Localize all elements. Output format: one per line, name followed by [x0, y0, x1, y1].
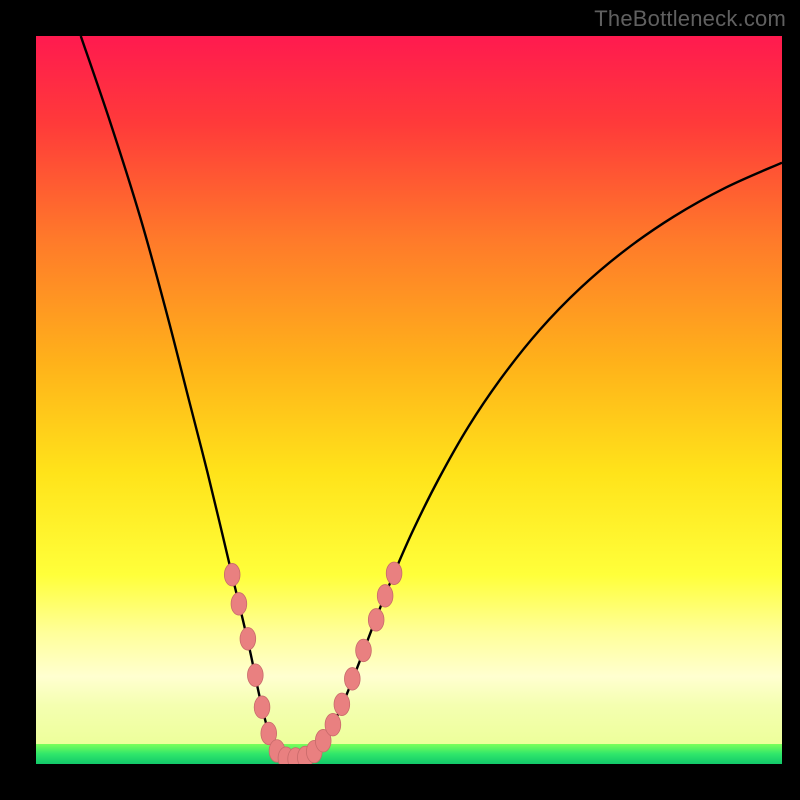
curve-marker — [231, 593, 247, 616]
curve-marker — [368, 609, 384, 632]
curve-marker — [325, 713, 341, 736]
bottleneck-curve — [81, 36, 782, 760]
frame-bottom — [0, 764, 800, 800]
curve-marker — [254, 696, 270, 719]
curve-marker — [377, 585, 393, 608]
curve-marker — [247, 664, 263, 687]
curve-marker — [356, 639, 372, 662]
frame-left — [0, 0, 36, 800]
curve-marker — [224, 563, 240, 586]
curve-marker — [344, 668, 360, 691]
watermark-text: TheBottleneck.com — [594, 6, 786, 32]
frame-right — [782, 0, 800, 800]
curve-marker — [386, 562, 402, 585]
chart-plot-area — [36, 36, 782, 764]
curve-marker — [240, 628, 256, 651]
curve-markers — [224, 562, 402, 764]
chart-svg — [36, 36, 782, 764]
curve-marker — [334, 693, 350, 716]
